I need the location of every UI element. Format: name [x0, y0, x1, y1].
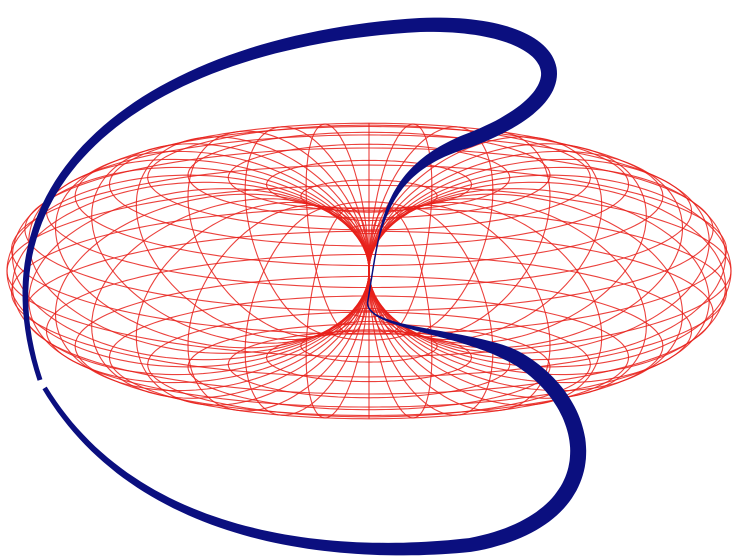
- mesh-latitude-line: [6, 184, 732, 358]
- torus-mesh: [6, 122, 732, 420]
- mesh-latitude-line: [363, 248, 375, 252]
- mesh-latitude-line: [74, 125, 664, 267]
- spiral-band-group: [22, 17, 587, 556]
- mesh-latitude-line: [10, 164, 728, 335]
- mesh-latitude-line: [74, 275, 664, 417]
- mesh-latitude-line: [24, 147, 714, 312]
- spiral-band: [22, 17, 587, 556]
- mesh-latitude-line: [363, 290, 375, 294]
- mesh-latitude-line: [350, 224, 388, 235]
- mesh-latitude-line: [328, 320, 410, 341]
- mesh-latitude-line: [10, 207, 728, 378]
- mesh-latitude-line: [45, 253, 693, 408]
- mesh-latitude-line: [108, 295, 630, 420]
- mesh-latitude-line: [147, 311, 591, 418]
- mesh-latitude-line: [265, 332, 473, 383]
